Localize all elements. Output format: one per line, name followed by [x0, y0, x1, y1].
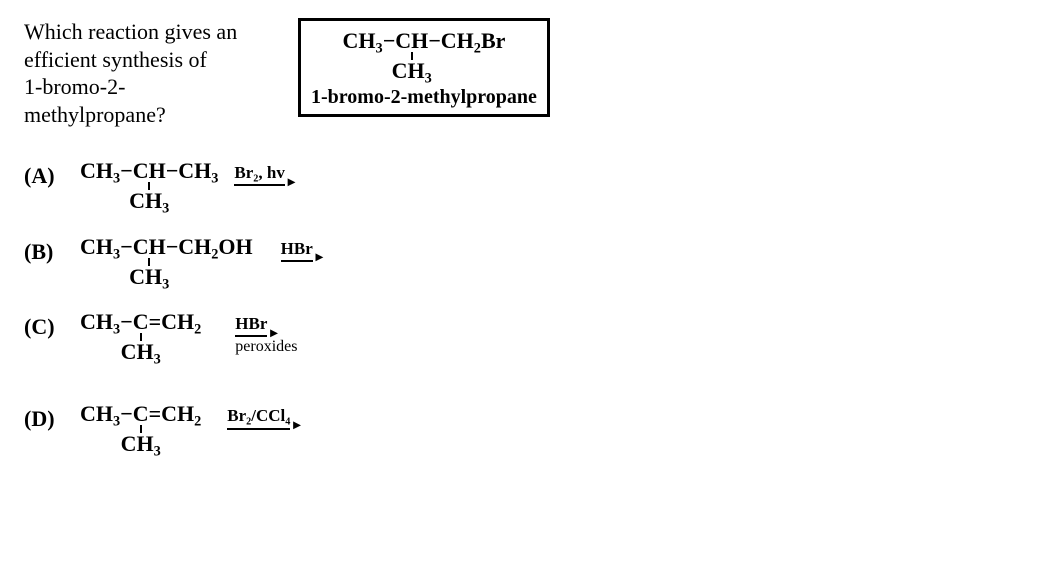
arrow-icon: ▸ — [293, 417, 300, 435]
arrow-icon: ▸ — [316, 249, 323, 267]
target-structure: CH3−CHCH3−CH2Br — [343, 30, 506, 52]
option-b-structure: CH3−CHCH3−CH2OH — [80, 236, 253, 258]
tgt-ch2br: −CH2Br — [428, 28, 505, 53]
option-b-reagent: HBr▸ — [281, 238, 313, 262]
q-line1: Which reaction gives an — [24, 19, 237, 44]
question-stem: Which reaction gives an efficient synthe… — [24, 18, 284, 128]
q-line2: efficient synthesis of — [24, 47, 207, 72]
arrow-icon: ▸ — [288, 174, 295, 192]
option-d-label: (D) — [24, 403, 80, 433]
option-d-reagent: Br₂/CCl₄▸ — [227, 405, 290, 429]
option-b: (B) CH3−CHCH3−CH2OH HBr▸ — [24, 236, 1016, 266]
option-c-label: (C) — [24, 311, 80, 341]
target-structure-box: CH3−CHCH3−CH2Br 1-bromo-2-methylpropane — [298, 18, 550, 117]
option-a-reagent: Br₂, hv▸ — [234, 162, 284, 186]
option-d-structure: CH3−CCH3=CH2 — [80, 403, 201, 425]
option-d: (D) CH3−CCH3=CH2 Br₂/CCl₄▸ — [24, 403, 1016, 433]
option-c: (C) CH3−CCH3=CH2 HBr▸ peroxides — [24, 311, 1016, 357]
q-line3: 1-bromo-2- — [24, 74, 125, 99]
option-a-label: (A) — [24, 160, 80, 190]
target-compound-name: 1-bromo-2-methylpropane — [311, 85, 537, 110]
option-b-label: (B) — [24, 236, 80, 266]
tgt-center-ch: CHCH3 — [395, 30, 428, 52]
option-a-structure: CH3−CHCH3−CH3 — [80, 160, 218, 182]
option-a: (A) CH3−CHCH3−CH3 Br₂, hv▸ — [24, 160, 1016, 190]
option-c-reagent: HBr▸ peroxides — [235, 313, 297, 357]
q-line4: methylpropane? — [24, 102, 166, 127]
tgt-ch3-1: CH3 — [343, 28, 383, 53]
arrow-icon: ▸ — [270, 325, 277, 343]
answer-options: (A) CH3−CHCH3−CH3 Br₂, hv▸ (B) CH3 — [24, 160, 1016, 433]
option-c-structure: CH3−CCH3=CH2 — [80, 311, 201, 333]
